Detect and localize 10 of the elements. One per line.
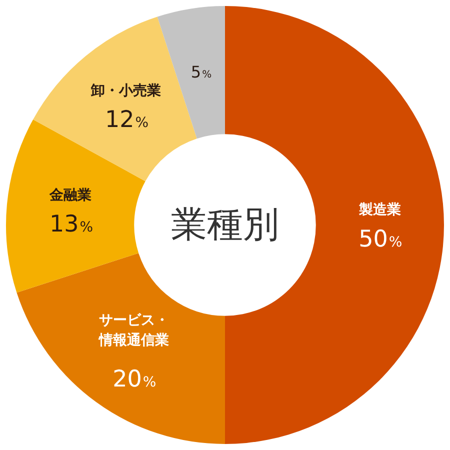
- data-label: 5%: [190, 62, 212, 82]
- data-label: 20%: [112, 366, 156, 393]
- slice-label: 卸・小売業: [90, 82, 162, 99]
- data-label: 50%: [358, 226, 402, 252]
- slice-label: サービス・情報通信業: [98, 312, 169, 348]
- text: 業種別: [171, 204, 279, 246]
- data-label: 12%: [104, 106, 149, 133]
- slice-label: 金融業: [48, 188, 92, 204]
- slice-label: 製造業: [358, 202, 401, 218]
- data-label: 13%: [49, 212, 94, 238]
